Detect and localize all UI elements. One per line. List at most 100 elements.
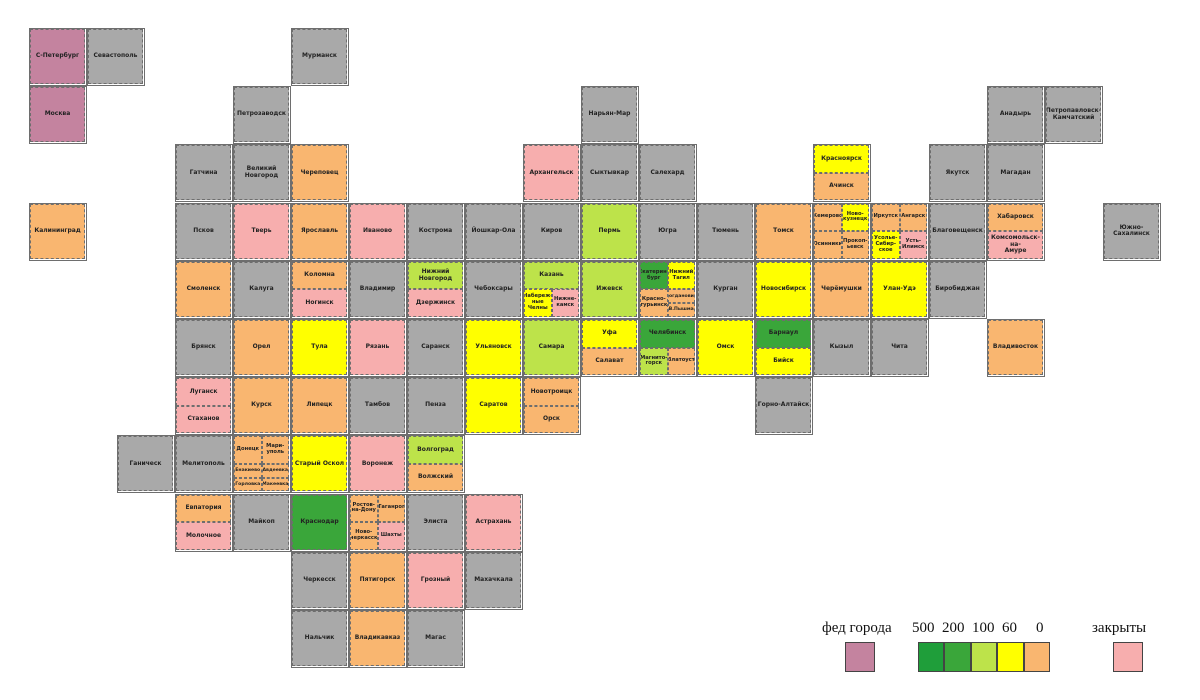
region: Ногинск — [292, 289, 347, 317]
tile: Кызыл — [813, 319, 871, 377]
tile: Череповец — [291, 144, 349, 203]
scale-label: 200 — [942, 620, 965, 636]
tile: Улан-Удэ — [871, 260, 929, 319]
tile: Благовещенск — [929, 202, 987, 261]
region: Гатчина — [176, 145, 231, 201]
scale-swatch — [944, 642, 971, 672]
tile: Петропавловск- Камчатский — [1045, 86, 1103, 145]
region: Саранск — [408, 320, 463, 375]
region: Нижний Новгород — [408, 261, 463, 290]
region: Усть- Илимск — [899, 231, 927, 259]
region: Набереж- ные Челны — [524, 289, 552, 317]
region: Архангельск — [524, 145, 579, 201]
tile: Барнаул Бийск — [755, 319, 813, 377]
tile: Владикавказ — [349, 610, 407, 668]
tile: Рязань — [349, 319, 407, 377]
region: Красноярск — [814, 145, 869, 173]
tile: Курган — [697, 260, 755, 319]
region: Авдеевка — [261, 463, 289, 478]
region: Комсомольск-на- Амуре — [988, 231, 1043, 259]
region: Воронеж — [350, 436, 405, 492]
region: Великий Новгород — [234, 145, 289, 201]
region: Мурманск — [292, 29, 347, 84]
tile: Астрахань — [465, 493, 523, 552]
tile: Чита — [871, 319, 929, 377]
tile: Южно-Сахалинск — [1103, 202, 1161, 261]
region: Ульяновск — [466, 320, 521, 375]
scale-swatch — [1023, 642, 1050, 672]
tile: Луганск Стаханов — [175, 377, 233, 436]
region: Мари- уполь — [261, 436, 289, 464]
region: Улан-Удэ — [872, 261, 927, 317]
region: Ганическ — [118, 436, 173, 492]
tile: Орел — [233, 319, 291, 377]
region: Старый Оскол — [292, 436, 347, 492]
region: Владивосток — [988, 320, 1043, 375]
region: Евпатория — [176, 494, 231, 523]
tile: Ростов- на-Дону Таганрог Ново- черкасск Шах… — [349, 493, 407, 552]
region: Казань — [524, 261, 579, 290]
region: Киров — [524, 203, 579, 259]
tile: Курск — [233, 377, 291, 436]
region: Иваново — [350, 203, 405, 259]
region: Ново- черкасск — [350, 522, 378, 550]
region: Благовещенск — [930, 203, 985, 259]
region: Черкесск — [292, 552, 347, 608]
tile: Ульяновск — [465, 319, 523, 377]
tile: Тюмень — [697, 202, 755, 261]
region: Молочное — [176, 522, 231, 550]
region: Коломна — [292, 261, 347, 290]
region: Махачкала — [466, 552, 521, 608]
tile: Ижевск — [581, 260, 639, 319]
tile: Якутск — [929, 144, 987, 203]
region: Таганрог — [377, 494, 405, 523]
tile: Калининград — [29, 202, 87, 261]
region: Горно-Алтайск — [756, 378, 811, 434]
tile: Иваново — [349, 202, 407, 261]
region: Салехард — [640, 145, 695, 201]
tile: Майкоп — [233, 493, 291, 552]
tile: Коломна Ногинск — [291, 260, 349, 319]
region: Томск — [756, 203, 811, 259]
region: Нижне- камск — [551, 289, 579, 317]
tile: Новотроицк Орск — [523, 377, 581, 436]
region: Курган — [698, 261, 753, 317]
scale-label: 60 — [1002, 620, 1017, 636]
region: Анадырь — [988, 87, 1043, 143]
region: Калуга — [234, 261, 289, 317]
tile: Псков — [175, 202, 233, 261]
legend-label: фед города — [822, 620, 892, 636]
region: Усолье- Сибир- ское — [872, 231, 900, 259]
region: Череповец — [292, 145, 347, 201]
tile: Донецк Мари- уполь Енакиево Авдеевка Горловк… — [233, 435, 291, 494]
region: Орск — [524, 405, 579, 434]
tile: Нальчик — [291, 610, 349, 668]
region: Петропавловск- Камчатский — [1046, 87, 1101, 143]
region: Богданович — [667, 289, 695, 304]
tile: Магадан — [987, 144, 1045, 203]
tile: Владимир — [349, 260, 407, 319]
region: Петрозаводск — [234, 87, 289, 143]
tile: Грозный — [407, 551, 465, 610]
region: Барнаул — [756, 320, 811, 348]
tile: Пермь — [581, 202, 639, 261]
region: Прокоп- ьевск — [841, 231, 869, 259]
region: Горловка — [234, 477, 262, 492]
tile: Мелитополь — [175, 435, 233, 494]
region: Брянск — [176, 320, 231, 375]
tile: Кемерово Ново- кузнецк Осинники Прокоп- ьев… — [813, 202, 871, 261]
region: Ачинск — [814, 172, 869, 201]
region: Дзержинск — [408, 289, 463, 317]
tile: Йошкар-Ола — [465, 202, 523, 261]
scale-swatch — [918, 642, 945, 672]
tile: Хабаровск Комсомольск-на- Амуре — [987, 202, 1045, 261]
region: Кемерово — [814, 203, 842, 232]
tile: Смоленск — [175, 260, 233, 319]
tile: Томск — [755, 202, 813, 261]
region: Майкоп — [234, 494, 289, 550]
region: Шахты — [377, 522, 405, 550]
region: Калининград — [30, 203, 85, 259]
region: Ижевск — [582, 261, 637, 317]
tile: Самара — [523, 319, 581, 377]
